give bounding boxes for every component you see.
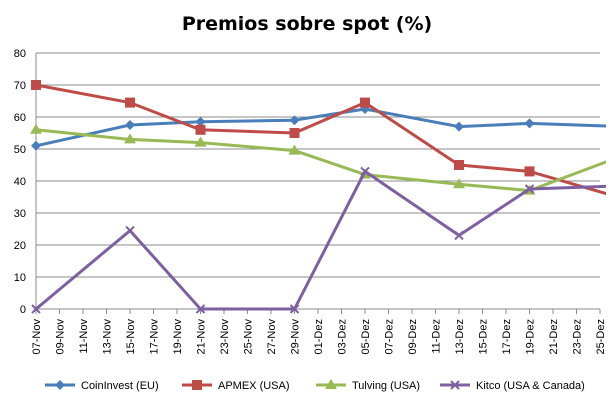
series-kitco-usa-canada (31, 166, 606, 314)
data-point-coininvest-eu (289, 115, 300, 126)
y-tick-label: 10 (14, 272, 26, 284)
legend-label: CoinInvest (EU) (81, 380, 159, 392)
data-point-kitco-usa-canada (289, 304, 300, 314)
series-line-kitco-usa-canada (35, 169, 606, 311)
data-point-coininvest-eu (125, 120, 135, 130)
x-tick-label: 07-Nov (31, 319, 43, 355)
data-point-tulving-usa (194, 136, 207, 147)
data-point-kitco-usa-canada (195, 304, 206, 314)
data-point-apmex-usa (125, 97, 135, 108)
data-point-kitco-usa-canada (125, 225, 135, 236)
data-point-kitco-usa-canada (524, 184, 535, 194)
series-apmex-usa (31, 80, 606, 196)
legend-item-apmex-usa: APMEX (USA) (182, 380, 290, 392)
x-tick-label: 05-Dez (360, 319, 372, 354)
data-point-tulving-usa (288, 144, 301, 155)
x-tick-label: 11-Nov (78, 319, 90, 354)
legend-item-coininvest-eu: CoinInvest (EU) (45, 380, 159, 392)
x-tick-label: 23-Dez (572, 319, 584, 354)
x-tick-label: 13-Nov (102, 319, 114, 355)
data-point-apmex-usa (454, 160, 464, 170)
data-point-tulving-usa (453, 178, 465, 189)
x-tick-label: 03-Dez (337, 319, 349, 354)
x-tick-label: 25-Nov (243, 319, 255, 355)
gridlines (36, 52, 600, 310)
series-line-apmex-usa (35, 83, 606, 196)
data-point-kitco-usa-canada (454, 230, 464, 241)
data-point-kitco-usa-canada (31, 304, 41, 314)
series-line-tulving-usa (35, 128, 606, 193)
x-tick-label: 17-Nov (149, 319, 161, 355)
x-tick-label: 01-Dez (313, 319, 325, 354)
x-tick-label: 27-Nov (266, 319, 278, 355)
x-tick-label: 19-Nov (172, 319, 184, 355)
legend-swatch-marker (450, 380, 460, 390)
x-tick-label: 23-Nov (219, 319, 231, 355)
series-tulving-usa (30, 123, 606, 195)
legend-label: APMEX (USA) (218, 380, 290, 392)
x-tick-label: 15-Nov (125, 319, 137, 355)
y-tick-label: 70 (14, 80, 26, 92)
legend-swatch-marker (325, 379, 337, 389)
x-tick-label: 21-Nov (196, 319, 208, 355)
data-point-tulving-usa (30, 123, 42, 134)
x-tick-label: 11-Dez (431, 319, 443, 354)
x-tick-label: 09-Dez (407, 319, 419, 354)
x-tick-label: 25-Dez (595, 319, 607, 354)
y-tick-label: 60 (14, 112, 26, 124)
data-point-kitco-usa-canada (360, 166, 370, 177)
legend-item-kitco-usa-canada: Kitco (USA & Canada) (440, 380, 585, 392)
data-point-apmex-usa (360, 97, 370, 108)
legend: CoinInvest (EU) APMEX (USA) Tulving (USA) K… (45, 379, 585, 392)
legend-swatch-marker (192, 380, 202, 390)
legend-item-tulving-usa: Tulving (USA) (316, 379, 420, 392)
x-tick-label: 17-Dez (501, 319, 513, 354)
x-tick-label: 15-Dez (478, 319, 490, 354)
legend-label: Kitco (USA & Canada) (476, 380, 585, 392)
y-tick-label: 40 (14, 176, 26, 188)
series-group (30, 80, 606, 314)
data-point-coininvest-eu (524, 118, 535, 129)
x-tick-label: 19-Dez (525, 319, 537, 354)
legend-swatch-marker (55, 380, 65, 390)
y-tick-label: 20 (14, 240, 26, 252)
x-tick-label: 13-Dez (454, 319, 466, 354)
x-tick-label: 07-Dez (384, 319, 396, 354)
x-tick-label: 21-Dez (548, 319, 560, 354)
data-point-apmex-usa (524, 166, 535, 177)
legend-label: Tulving (USA) (352, 380, 420, 392)
data-point-apmex-usa (31, 80, 41, 90)
data-point-apmex-usa (195, 124, 206, 135)
chart-title: Premios sobre spot (%) (182, 13, 432, 35)
data-point-coininvest-eu (454, 121, 464, 132)
data-point-tulving-usa (124, 133, 136, 144)
x-tick-label: 29-Nov (290, 319, 302, 355)
data-point-coininvest-eu (31, 140, 41, 151)
x-tick-label: 09-Nov (55, 319, 67, 355)
y-tick-label: 50 (14, 144, 26, 156)
series-line-coininvest-eu (35, 107, 606, 148)
data-point-apmex-usa (289, 128, 300, 138)
series-coininvest-eu (31, 104, 606, 151)
data-point-coininvest-eu (195, 116, 206, 127)
y-tick-label: 80 (14, 48, 26, 60)
axes: 0 10 20 30 40 50 60 70 80 07-Nov 09-Nov 11-Nov 13-No… (14, 48, 607, 354)
y-tick-label: 0 (20, 304, 26, 316)
y-tick-label: 30 (14, 208, 26, 220)
